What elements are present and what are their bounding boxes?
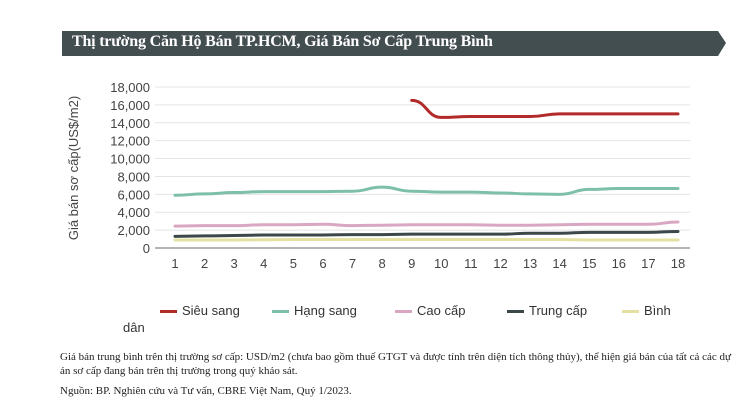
- chart-title: Thị trường Căn Hộ Bán TP.HCM, Giá Bán Sơ…: [72, 33, 493, 50]
- x-tick-label: 10: [434, 256, 448, 271]
- legend-item: Hạng sang: [272, 303, 357, 318]
- line-chart: 0 2,000 4,000 6,000 8,000 10,000 12,000 14,000 1…: [66, 80, 690, 271]
- x-tick-label: 11: [464, 256, 478, 271]
- x-tick-label: 2: [201, 256, 208, 271]
- legend-label: Cao cấp: [417, 303, 466, 318]
- y-tick-label: 0: [143, 241, 150, 256]
- legend-label-continued: dân: [123, 320, 145, 335]
- x-tick-label: 8: [379, 256, 386, 271]
- legend-label: Trung cấp: [529, 303, 588, 318]
- x-tick-label: 5: [290, 256, 297, 271]
- legend-item: Siêu sang: [160, 303, 240, 318]
- x-tick-label: 16: [612, 256, 626, 271]
- legend-swatch: [272, 310, 289, 314]
- y-tick-label: 14,000: [110, 116, 150, 131]
- x-tick-label: 1: [171, 256, 178, 271]
- x-tick-label: 13: [523, 256, 537, 271]
- series-line-2: [173, 220, 680, 228]
- source-note: Nguồn: BP. Nghiên cứu và Tư vấn, CBRE Vi…: [60, 385, 352, 397]
- series-line-0: [410, 98, 680, 119]
- y-tick-label: 2,000: [117, 223, 150, 238]
- x-tick-label: 14: [552, 256, 566, 271]
- definition-note: Giá bán trung bình trên thị trường sơ cấ…: [60, 351, 731, 377]
- legend-item: Bình: [622, 303, 671, 318]
- x-tick-label: 9: [408, 256, 415, 271]
- x-tick-label: 3: [231, 256, 238, 271]
- y-tick-label: 18,000: [110, 80, 150, 95]
- x-tick-label: 15: [582, 256, 596, 271]
- legend-swatch: [507, 310, 524, 314]
- legend-label: Hạng sang: [294, 303, 357, 318]
- y-tick-label: 12,000: [110, 134, 150, 149]
- legend-swatch: [622, 310, 639, 314]
- x-tick-label: 6: [319, 256, 326, 271]
- legend-swatch: [395, 310, 412, 314]
- y-tick-label: 16,000: [110, 98, 150, 113]
- legend-label: Bình: [644, 303, 671, 318]
- y-tick-label: 8,000: [117, 169, 150, 184]
- y-tick-label: 10,000: [110, 152, 150, 167]
- series-line-3: [173, 229, 680, 238]
- y-tick-label: 4,000: [117, 205, 150, 220]
- x-tick-label: 18: [671, 256, 685, 271]
- y-tick-label: 6,000: [117, 187, 150, 202]
- legend-item: Trung cấp: [507, 303, 587, 318]
- title-banner: [62, 31, 726, 56]
- y-axis-label: Giá bán sơ cấp(US$/m2): [66, 96, 81, 240]
- legend-swatch: [160, 310, 177, 314]
- x-tick-label: 4: [260, 256, 267, 271]
- legend-label: Siêu sang: [182, 303, 240, 318]
- x-tick-label: 17: [641, 256, 655, 271]
- x-tick-label: 12: [493, 256, 507, 271]
- x-tick-label: 7: [349, 256, 356, 271]
- series-line-1: [173, 185, 680, 197]
- legend-item: Cao cấp: [395, 303, 465, 318]
